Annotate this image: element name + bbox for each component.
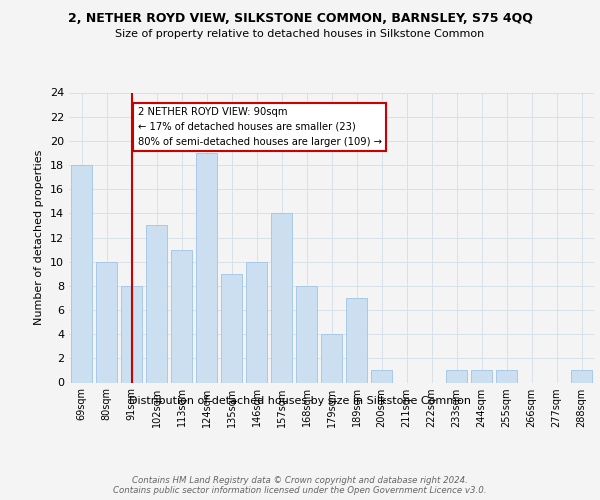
Text: 2 NETHER ROYD VIEW: 90sqm
← 17% of detached houses are smaller (23)
80% of semi-: 2 NETHER ROYD VIEW: 90sqm ← 17% of detac… (138, 107, 382, 146)
Bar (271, 214, 292, 382)
Y-axis label: Number of detached properties: Number of detached properties (34, 150, 44, 325)
Bar (296, 286, 317, 382)
Bar (571, 370, 592, 382)
Bar (146, 226, 167, 382)
Bar (346, 298, 367, 382)
Bar (246, 262, 267, 382)
Bar (196, 153, 217, 382)
Bar (321, 334, 342, 382)
Text: 2, NETHER ROYD VIEW, SILKSTONE COMMON, BARNSLEY, S75 4QQ: 2, NETHER ROYD VIEW, SILKSTONE COMMON, B… (68, 12, 532, 26)
Bar (496, 370, 517, 382)
Bar (171, 250, 192, 382)
Text: Contains HM Land Registry data © Crown copyright and database right 2024.
Contai: Contains HM Land Registry data © Crown c… (113, 476, 487, 495)
Bar (471, 370, 492, 382)
Bar (71, 165, 92, 382)
Bar (221, 274, 242, 382)
Text: Size of property relative to detached houses in Silkstone Common: Size of property relative to detached ho… (115, 29, 485, 39)
Bar (371, 370, 392, 382)
Bar (121, 286, 142, 382)
Text: Distribution of detached houses by size in Silkstone Common: Distribution of detached houses by size … (129, 396, 471, 406)
Bar (446, 370, 467, 382)
Bar (96, 262, 117, 382)
